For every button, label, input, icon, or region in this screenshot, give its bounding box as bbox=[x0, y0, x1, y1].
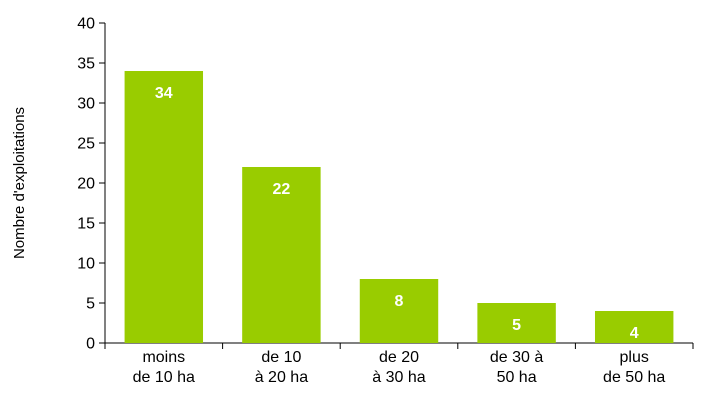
x-tick-label-line: de 10 ha bbox=[133, 369, 195, 386]
bar bbox=[359, 279, 439, 343]
x-tick-label-line: à 20 ha bbox=[255, 369, 308, 386]
y-tick-label: 0 bbox=[86, 336, 95, 353]
data-label: 34 bbox=[155, 85, 173, 102]
y-tick-label: 25 bbox=[77, 136, 95, 153]
bars bbox=[124, 71, 674, 343]
data-label: 22 bbox=[273, 181, 291, 198]
bar bbox=[477, 303, 556, 343]
y-tick-label: 20 bbox=[77, 176, 95, 193]
y-tick-label: 15 bbox=[77, 216, 95, 233]
bar bbox=[594, 311, 674, 343]
y-tick-label: 30 bbox=[77, 96, 95, 113]
y-tick-label: 35 bbox=[77, 56, 95, 73]
bar bbox=[124, 71, 204, 343]
y-tick-label: 40 bbox=[77, 16, 95, 33]
bar bbox=[242, 167, 321, 343]
x-tick-label-line: plus bbox=[620, 349, 649, 366]
data-label: 5 bbox=[512, 317, 521, 334]
y-axis-label: Nombre d'exploitations bbox=[11, 107, 28, 259]
x-tick-label-line: de 20 bbox=[379, 349, 419, 366]
data-label: 8 bbox=[395, 293, 404, 310]
y-tick-label: 10 bbox=[77, 256, 95, 273]
y-axis: 0 5 10 15 20 25 30 35 40 bbox=[77, 16, 106, 353]
x-tick-label-line: de 10 bbox=[261, 349, 301, 366]
x-tick-label-line: à 30 ha bbox=[372, 369, 425, 386]
x-tick-label: de 30 à 50 ha bbox=[490, 349, 543, 386]
x-tick-label-line: 50 ha bbox=[497, 369, 537, 386]
x-tick-label-line: de 30 à bbox=[490, 349, 543, 366]
x-tick-label: de 10 à 20 ha bbox=[255, 349, 308, 386]
x-tick-label: plus de 50 ha bbox=[603, 349, 665, 386]
x-tick-label-line: moins bbox=[142, 349, 185, 366]
data-labels: 34 22 8 5 4 bbox=[155, 85, 639, 342]
data-label: 4 bbox=[630, 325, 639, 342]
x-tick-label: de 20 à 30 ha bbox=[372, 349, 425, 386]
x-tick-label: moins de 10 ha bbox=[133, 349, 195, 386]
y-tick-label: 5 bbox=[86, 296, 95, 313]
x-tick-label-line: de 50 ha bbox=[603, 369, 665, 386]
